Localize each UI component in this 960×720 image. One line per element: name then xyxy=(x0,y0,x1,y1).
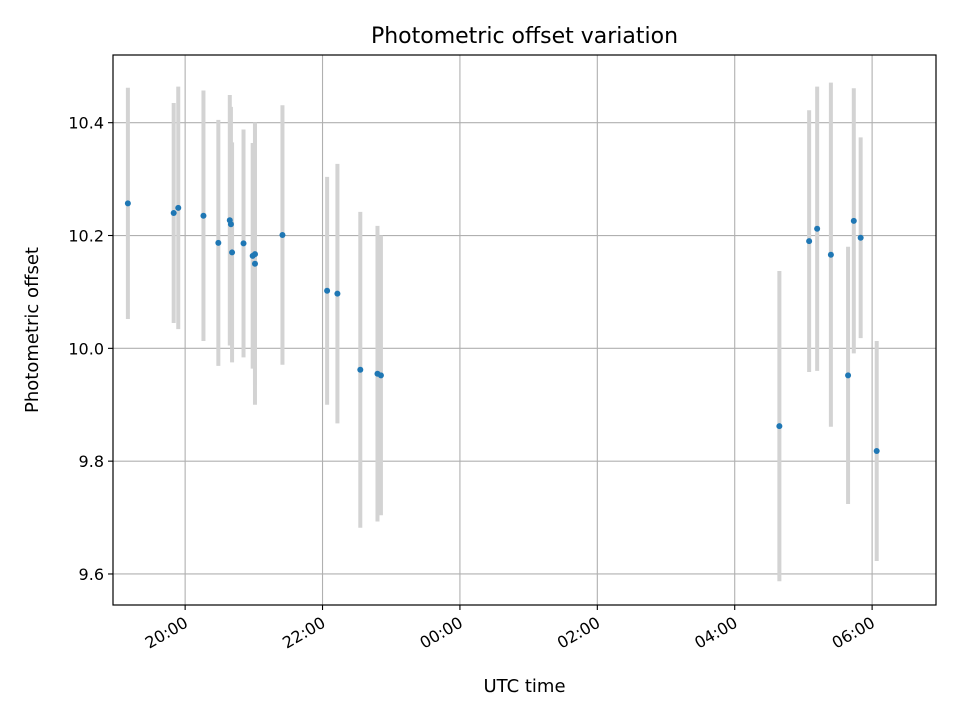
data-point xyxy=(814,225,821,232)
data-point xyxy=(357,366,364,373)
data-point xyxy=(170,209,177,216)
data-point xyxy=(175,204,182,211)
data-point xyxy=(377,372,384,379)
x-axis-label: UTC time xyxy=(483,676,565,697)
y-axis-label: Photometric offset xyxy=(22,247,43,413)
y-tick-label: 10.0 xyxy=(68,339,104,358)
data-point xyxy=(873,448,880,454)
data-point xyxy=(227,221,234,228)
data-point xyxy=(776,423,783,430)
data-point xyxy=(827,251,834,258)
plot-frame xyxy=(112,54,937,606)
data-point xyxy=(251,260,258,267)
y-axis-ticks: 9.6 9.8 10.0 10.2 10.4 xyxy=(68,114,113,584)
grid xyxy=(113,55,936,605)
data-point xyxy=(124,200,131,207)
data-point xyxy=(200,212,207,219)
data-point xyxy=(850,217,857,224)
data-point xyxy=(845,372,852,379)
chart-title: Photometric offset variation xyxy=(371,24,678,49)
data-point xyxy=(215,239,222,246)
data-point xyxy=(279,231,286,238)
data-point xyxy=(324,287,331,294)
y-tick-label: 9.6 xyxy=(79,565,104,584)
data-point xyxy=(806,238,813,245)
y-tick-label: 10.4 xyxy=(68,114,104,133)
data-point xyxy=(334,290,341,297)
data-point xyxy=(229,249,236,256)
data-point xyxy=(857,234,864,241)
data-point xyxy=(240,240,247,247)
data-point xyxy=(251,251,258,258)
data-points xyxy=(124,200,880,454)
y-tick-label: 9.8 xyxy=(79,452,104,471)
y-tick-label: 10.2 xyxy=(68,227,104,246)
